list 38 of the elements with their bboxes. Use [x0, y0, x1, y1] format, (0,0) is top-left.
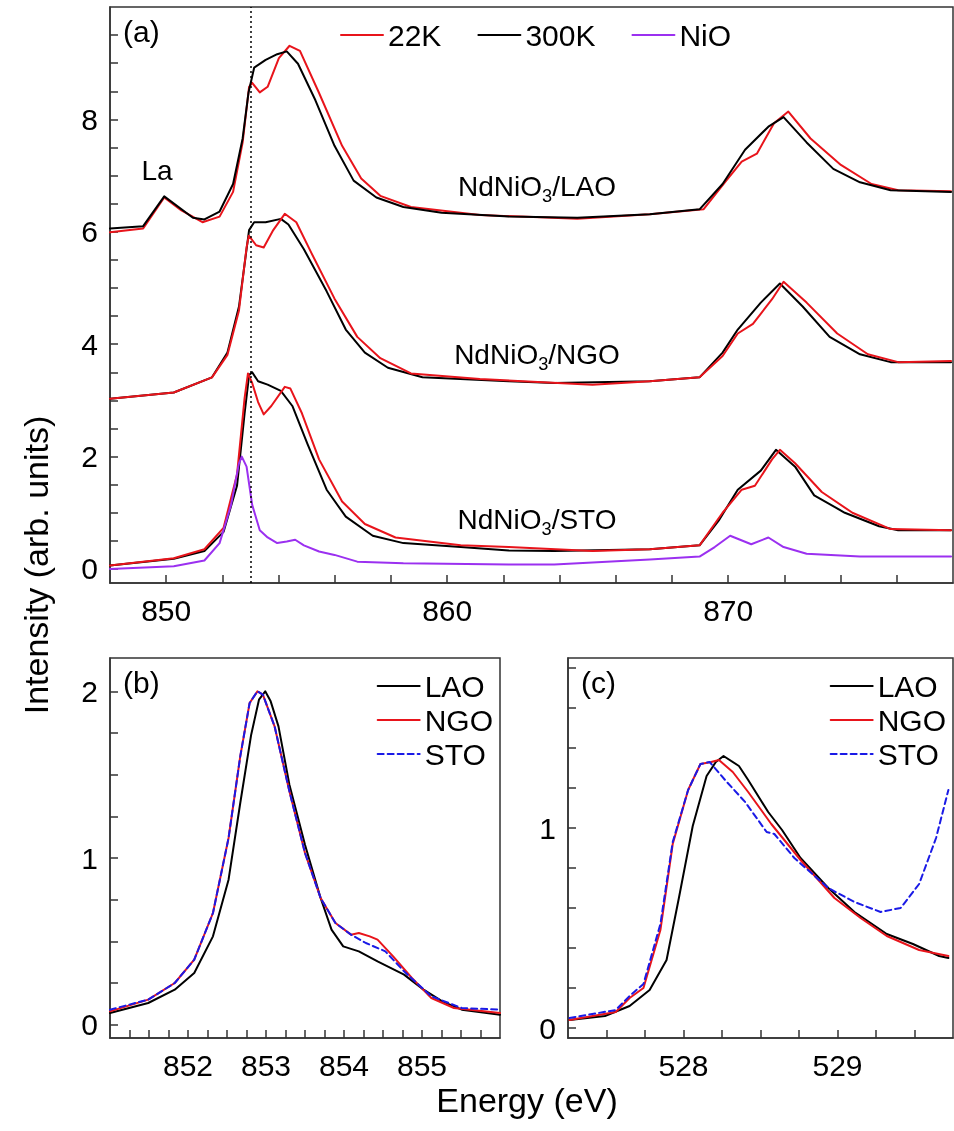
- chart-title: (c): [581, 665, 616, 699]
- y-tick-label: 2: [81, 440, 98, 474]
- legend-label: 22K: [388, 18, 442, 52]
- x-tick-label: 853: [240, 1048, 292, 1082]
- legend-label: NGO: [877, 703, 947, 737]
- y-tick-label: 1: [81, 841, 98, 875]
- x-tick-label: 855: [396, 1048, 448, 1082]
- annotation: NdNiO$_{3}$/LAO: [458, 171, 616, 207]
- x-tick-label: 854: [318, 1048, 370, 1082]
- legend-label: STO: [877, 737, 939, 771]
- y-axis-title: Intensity (arb. units): [16, 415, 56, 715]
- y-tick-label: 0: [81, 1008, 98, 1042]
- x-tick-label: 870: [703, 593, 754, 627]
- legend-label: LAO: [424, 669, 485, 703]
- y-tick-label: 6: [81, 215, 98, 249]
- x-tick-label: 529: [812, 1048, 863, 1082]
- annotation: NdNiO$_{3}$/STO: [457, 504, 617, 540]
- line-series: [109, 455, 953, 570]
- x-tick-label: 860: [422, 593, 473, 627]
- legend-label: NiO: [679, 18, 732, 52]
- legend-label: NGO: [424, 703, 494, 737]
- x-tick-label: 528: [658, 1048, 709, 1082]
- legend-label: LAO: [877, 669, 938, 703]
- x-axis-title: Energy (eV): [436, 1080, 618, 1120]
- annotation: La: [141, 155, 173, 187]
- legend-label: STO: [424, 737, 486, 771]
- x-tick-label: 850: [141, 593, 192, 627]
- legend-label: 300K: [525, 18, 596, 52]
- chart-title: (a): [123, 14, 160, 48]
- y-tick-label: 1: [539, 811, 556, 845]
- y-tick-label: 2: [81, 674, 98, 708]
- y-tick-label: 0: [81, 552, 98, 586]
- chart-title: (b): [123, 665, 160, 699]
- x-tick-label: 852: [162, 1048, 214, 1082]
- y-tick-label: 8: [81, 102, 98, 136]
- annotation: NdNiO$_{3}$/NGO: [454, 339, 620, 375]
- y-tick-label: 0: [539, 1011, 556, 1045]
- y-tick-label: 4: [81, 327, 98, 361]
